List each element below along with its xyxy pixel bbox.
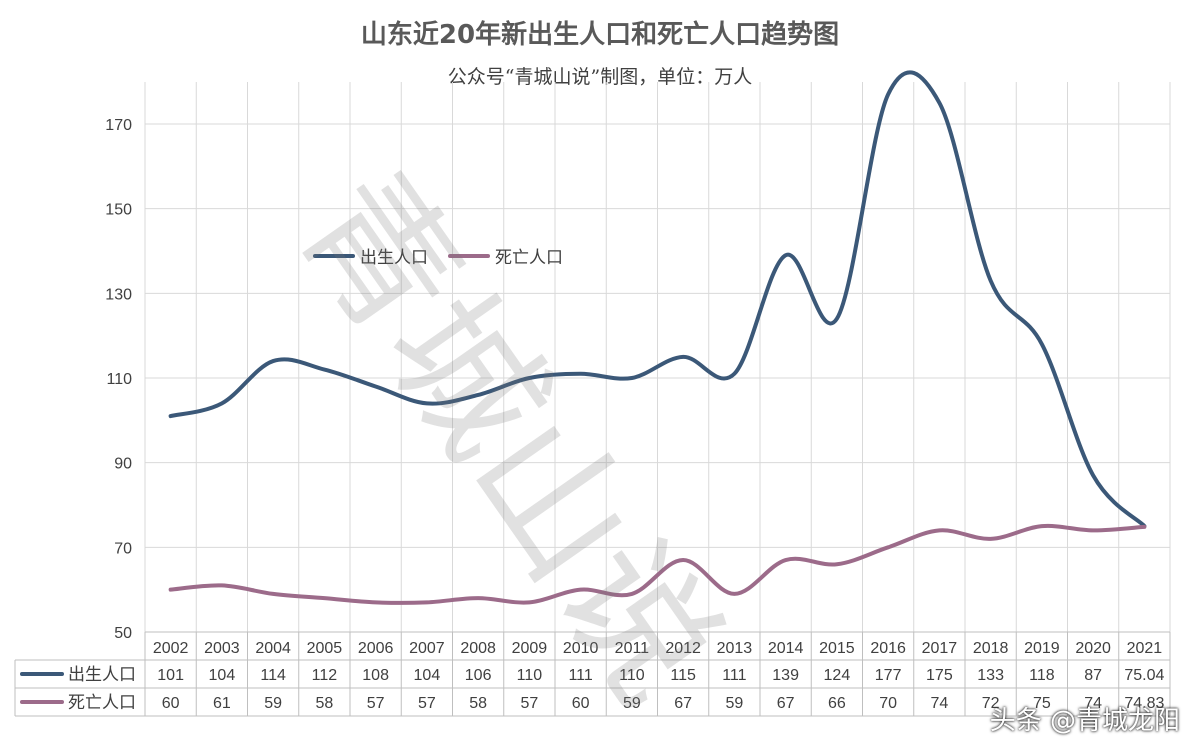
attribution-watermark: 头条 @青城龙阳 xyxy=(989,706,1180,736)
table-value: 59 xyxy=(264,695,282,712)
table-value: 124 xyxy=(824,667,851,684)
x-category-label: 2007 xyxy=(409,640,445,657)
x-category-label: 2018 xyxy=(973,640,1009,657)
table-value: 111 xyxy=(722,667,746,684)
x-category-label: 2005 xyxy=(307,640,343,657)
y-tick-label: 130 xyxy=(105,286,132,303)
legend-label: 死亡人口 xyxy=(495,248,563,268)
x-category-label: 2016 xyxy=(870,640,906,657)
table-value: 57 xyxy=(367,695,385,712)
table-value: 133 xyxy=(977,667,1004,684)
table-value: 111 xyxy=(568,667,592,684)
table-value: 60 xyxy=(572,695,590,712)
table-value: 74.83 xyxy=(1124,695,1164,712)
table-value: 70 xyxy=(879,695,897,712)
y-tick-label: 150 xyxy=(105,202,132,219)
x-category-label: 2013 xyxy=(717,640,753,657)
table-value: 112 xyxy=(312,667,338,684)
table-value: 58 xyxy=(315,695,333,712)
chart-subtitle: 公众号“青城山说”制图，单位：万人 xyxy=(447,66,753,88)
x-category-label: 2002 xyxy=(153,640,189,657)
table-value: 66 xyxy=(828,695,846,712)
table-series-name: 出生人口 xyxy=(68,665,136,685)
table-value: 177 xyxy=(875,667,902,684)
table-value: 57 xyxy=(520,695,538,712)
x-category-label: 2015 xyxy=(819,640,855,657)
x-category-label: 2014 xyxy=(768,640,804,657)
table-value: 110 xyxy=(517,667,543,684)
table-value: 106 xyxy=(465,667,492,684)
x-category-label: 2019 xyxy=(1024,640,1060,657)
table-value: 67 xyxy=(777,695,795,712)
table-value: 101 xyxy=(157,667,184,684)
table-value: 114 xyxy=(260,667,286,684)
x-category-label: 2003 xyxy=(204,640,240,657)
table-value: 59 xyxy=(623,695,641,712)
table-value: 72 xyxy=(982,695,1000,712)
x-category-label: 2010 xyxy=(563,640,599,657)
table-value: 61 xyxy=(213,695,231,712)
x-category-label: 2009 xyxy=(512,640,548,657)
x-category-label: 2008 xyxy=(460,640,496,657)
x-category-label: 2020 xyxy=(1075,640,1111,657)
x-category-label: 2021 xyxy=(1127,640,1163,657)
x-category-label: 2011 xyxy=(615,640,650,657)
x-category-label: 2004 xyxy=(255,640,291,657)
table-value: 104 xyxy=(414,667,441,684)
y-tick-label: 90 xyxy=(114,456,132,473)
table-value: 57 xyxy=(418,695,436,712)
series-line-2 xyxy=(168,523,1147,605)
table-value: 115 xyxy=(670,667,696,684)
y-tick-label: 170 xyxy=(105,117,132,134)
table-series-name: 死亡人口 xyxy=(68,693,136,713)
table-value: 75 xyxy=(1033,695,1051,712)
x-category-label: 2012 xyxy=(665,640,701,657)
table-value: 60 xyxy=(162,695,180,712)
table-value: 104 xyxy=(209,667,236,684)
legend-label: 出生人口 xyxy=(360,248,428,268)
table-value: 110 xyxy=(619,667,645,684)
chart-title: 山东近20年新出生人口和死亡人口趋势图 xyxy=(360,20,840,50)
x-category-label: 2017 xyxy=(922,640,958,657)
table-value: 108 xyxy=(362,667,389,684)
table-value: 67 xyxy=(674,695,692,712)
table-value: 87 xyxy=(1084,667,1102,684)
x-category-label: 2006 xyxy=(358,640,394,657)
table-value: 118 xyxy=(1029,667,1055,684)
table-value: 175 xyxy=(926,667,953,684)
table-value: 139 xyxy=(772,667,799,684)
table-value: 74 xyxy=(1084,695,1102,712)
y-tick-label: 50 xyxy=(114,625,132,642)
table-value: 75.04 xyxy=(1124,667,1164,684)
y-tick-label: 70 xyxy=(114,540,132,557)
y-tick-label: 110 xyxy=(106,371,132,388)
table-value: 59 xyxy=(725,695,743,712)
table-value: 74 xyxy=(930,695,948,712)
table-value: 58 xyxy=(469,695,487,712)
